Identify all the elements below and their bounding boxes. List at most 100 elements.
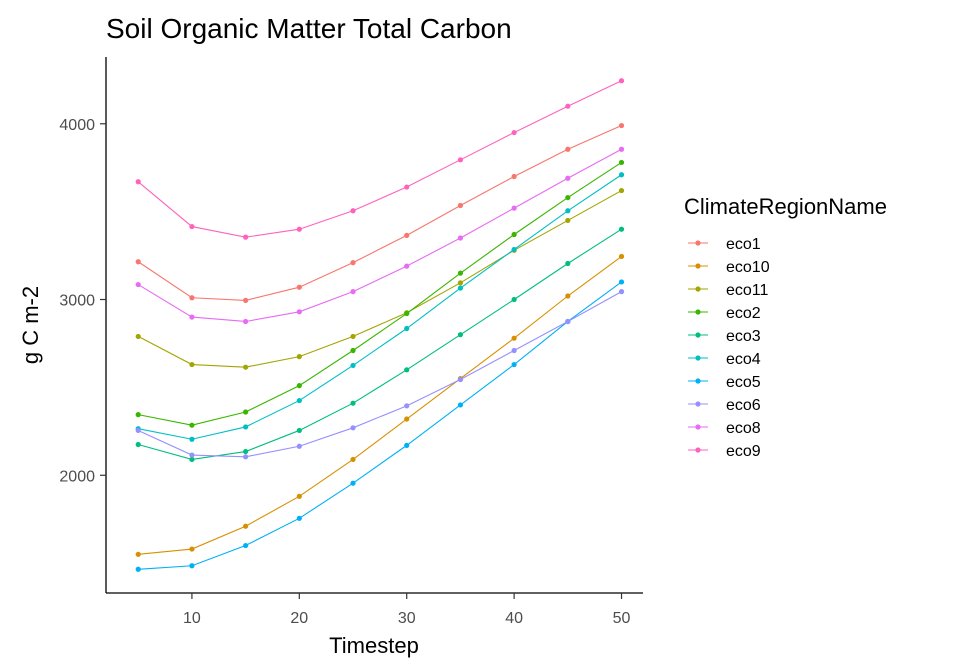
legend-key-point <box>695 332 701 338</box>
data-point-eco10 <box>565 293 571 299</box>
data-point-eco1 <box>404 232 410 238</box>
data-point-eco3 <box>404 367 410 373</box>
legend-label: eco8 <box>726 420 761 437</box>
legend-key-point <box>695 378 701 384</box>
series-layer <box>135 78 625 572</box>
data-point-eco8 <box>350 289 356 295</box>
series-line-eco6 <box>137 291 622 458</box>
data-point-eco1 <box>457 202 464 209</box>
y-tick-label: 3000 <box>59 293 95 310</box>
data-point-eco3 <box>135 441 141 448</box>
data-point-eco8 <box>457 235 464 241</box>
series-line-eco11 <box>137 190 622 368</box>
data-point-eco1 <box>296 284 302 290</box>
data-point-eco8 <box>565 175 571 181</box>
legend-item-eco1: eco1 <box>688 236 761 253</box>
data-point-eco3 <box>189 456 195 463</box>
data-point-eco2 <box>296 383 302 389</box>
x-tick-label: 20 <box>290 610 308 627</box>
data-point-eco1 <box>511 173 517 180</box>
legend-item-eco3: eco3 <box>688 328 761 345</box>
data-point-eco3 <box>243 448 249 455</box>
legend-key-point <box>695 401 701 407</box>
data-point-eco2 <box>189 422 195 428</box>
legend-item-eco6: eco6 <box>688 397 761 414</box>
legend-item-eco11: eco11 <box>688 282 769 299</box>
data-point-eco2 <box>565 194 571 201</box>
data-point-eco8 <box>404 263 410 269</box>
data-point-eco8 <box>296 309 302 315</box>
data-point-eco6 <box>135 427 141 434</box>
data-point-eco1 <box>189 295 195 301</box>
data-point-eco2 <box>243 409 249 415</box>
x-tick-label: 30 <box>398 610 416 627</box>
data-point-eco6 <box>511 347 517 354</box>
legend-key-point <box>695 263 701 269</box>
data-point-eco2 <box>404 310 410 317</box>
data-point-eco6 <box>457 376 464 383</box>
data-point-eco4 <box>565 208 571 214</box>
legend-key-point <box>695 309 701 315</box>
plot-area: 10 20 30 40 50 2000 3000 4000 <box>59 57 643 627</box>
data-point-eco6 <box>618 289 625 295</box>
x-tick-label: 50 <box>613 610 631 627</box>
x-tick-label: 10 <box>183 610 201 627</box>
data-point-eco10 <box>296 493 302 499</box>
data-point-eco4 <box>350 362 356 369</box>
data-point-eco8 <box>618 146 625 152</box>
legend-label: eco10 <box>726 259 770 276</box>
data-point-eco1 <box>618 122 625 129</box>
data-point-eco3 <box>350 400 356 406</box>
data-point-eco4 <box>296 397 302 404</box>
series-line-eco9 <box>137 80 622 238</box>
legend-label: eco5 <box>726 374 761 391</box>
y-tick-label: 4000 <box>59 117 95 134</box>
data-point-eco2 <box>618 159 625 166</box>
data-point-eco8 <box>189 314 195 320</box>
data-point-eco6 <box>565 318 571 325</box>
legend-label: eco2 <box>726 305 761 322</box>
x-tick-label: 40 <box>505 610 523 627</box>
data-point-eco5 <box>457 402 464 408</box>
data-point-eco6 <box>189 452 195 458</box>
data-point-eco10 <box>243 523 249 529</box>
data-point-eco5 <box>135 566 141 572</box>
data-point-eco11 <box>565 217 571 224</box>
data-point-eco4 <box>511 246 517 253</box>
legend: ClimateRegionName eco1 eco10 eco11 eco2 eco3… <box>684 194 887 460</box>
data-point-eco3 <box>511 296 517 303</box>
y-axis-ticks: 2000 3000 4000 <box>59 117 106 485</box>
data-point-eco4 <box>404 325 410 332</box>
data-point-eco11 <box>189 361 195 368</box>
data-point-eco8 <box>243 318 249 325</box>
legend-label: eco4 <box>726 351 761 368</box>
series-line-eco1 <box>137 125 622 301</box>
data-point-eco10 <box>350 456 356 463</box>
series-line-eco10 <box>138 256 622 555</box>
data-point-eco4 <box>243 424 249 430</box>
data-point-eco9 <box>135 179 141 185</box>
data-point-eco3 <box>296 427 302 434</box>
series-line-eco4 <box>138 174 622 440</box>
y-axis-title: g C m-2 <box>18 286 43 364</box>
legend-item-eco8: eco8 <box>688 420 761 437</box>
legend-label: eco11 <box>726 282 769 299</box>
data-point-eco4 <box>457 285 464 291</box>
data-point-eco11 <box>135 333 141 340</box>
legend-label: eco9 <box>726 443 761 460</box>
data-point-eco9 <box>243 234 249 240</box>
data-point-eco9 <box>404 184 410 190</box>
legend-item-eco4: eco4 <box>688 351 761 368</box>
x-axis-title: Timestep <box>329 633 419 658</box>
data-point-eco9 <box>189 223 195 230</box>
data-point-eco10 <box>404 416 410 422</box>
data-point-eco11 <box>457 280 464 286</box>
data-point-eco3 <box>618 226 625 232</box>
data-point-eco1 <box>135 259 141 265</box>
x-axis-ticks: 10 20 30 40 50 <box>183 593 631 627</box>
data-point-eco2 <box>511 231 517 238</box>
data-point-eco9 <box>457 157 464 163</box>
series-line-eco5 <box>138 281 622 570</box>
data-point-eco10 <box>511 335 517 341</box>
